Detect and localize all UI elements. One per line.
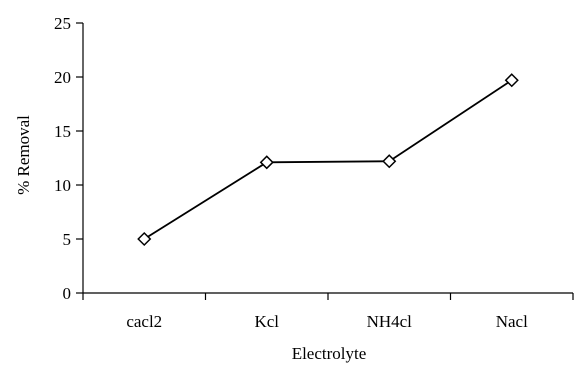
series-group [137, 73, 519, 247]
data-point-kcl [259, 155, 274, 170]
data-point-cacl2 [137, 231, 152, 247]
y-axis-ticks: 0 5 10 15 20 25 [54, 14, 83, 303]
x-axis-title: Electrolyte [292, 344, 367, 363]
series-line [143, 79, 513, 240]
y-axis-title: % Removal [14, 115, 33, 195]
y-tick-label: 20 [54, 68, 71, 87]
x-tick-label: Kcl [254, 312, 279, 331]
x-tick-label: Nacl [496, 312, 528, 331]
axes [82, 23, 573, 294]
x-tick-label: NH4cl [367, 312, 413, 331]
data-point-nacl [504, 73, 519, 88]
y-tick-label: 5 [63, 230, 72, 249]
x-tick-label: cacl2 [126, 312, 162, 331]
data-point-nh4cl [382, 154, 397, 169]
y-tick-label: 0 [63, 284, 72, 303]
y-tick-label: 25 [54, 14, 71, 33]
y-tick-label: 15 [54, 122, 71, 141]
x-axis-ticks: cacl2 Kcl NH4cl Nacl [82, 293, 574, 331]
y-tick-label: 10 [54, 176, 71, 195]
